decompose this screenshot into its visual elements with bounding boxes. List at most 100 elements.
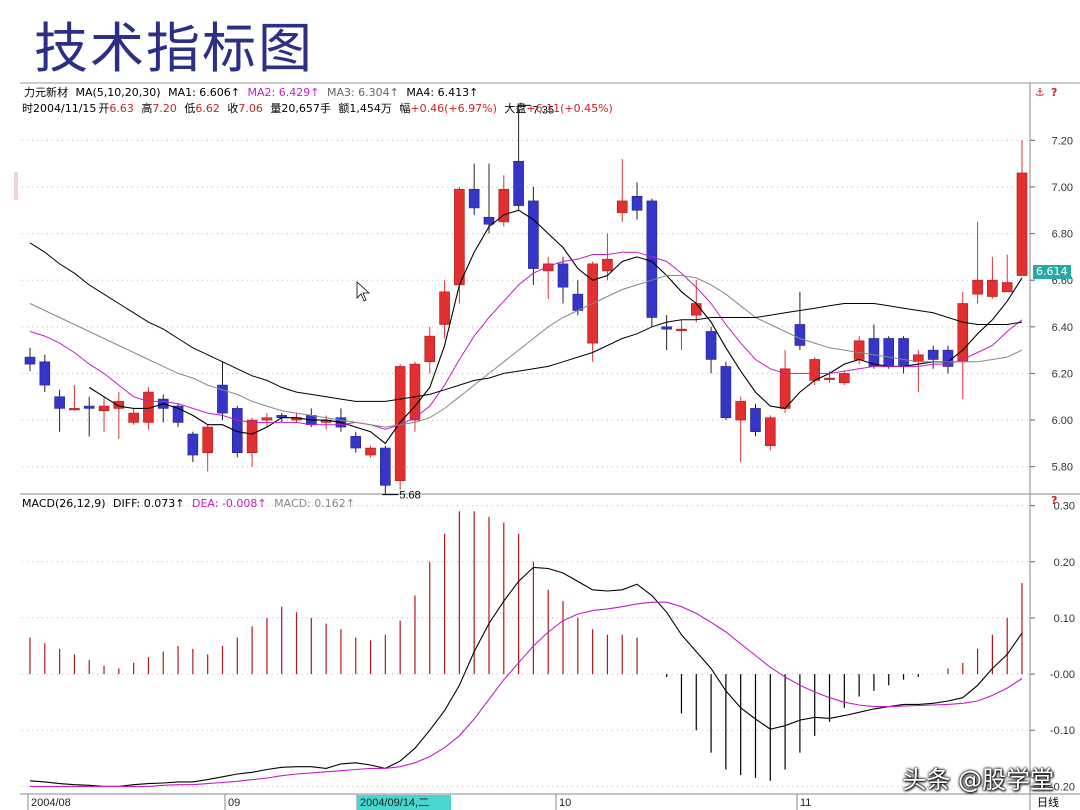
candle-body: [690, 303, 702, 316]
quote-info-line: 时2004/11/15 开6.63 高7.20 低6.62 收7.06 量20,6…: [22, 102, 617, 115]
candle-body: [54, 396, 65, 409]
candle-body: [616, 200, 628, 213]
candle-body: [231, 408, 243, 454]
index-label: 大盘: [504, 102, 527, 115]
candle-body: [202, 426, 213, 453]
candle-body: [676, 328, 687, 331]
date-label: 2004/09/14,二: [360, 797, 429, 809]
ma-line-ma1: [88, 209, 1023, 445]
y-tick-labels: 7.207.006.806.606.406.206.005.800.300.20…: [1030, 135, 1075, 793]
candlesticks[interactable]: [24, 105, 1028, 495]
candle-body: [380, 447, 391, 486]
candle-body: [528, 200, 539, 269]
low-annotation: 5.68: [399, 490, 420, 502]
index-change: +6.11(+0.45%): [526, 102, 613, 115]
gridlines: [22, 139, 1030, 787]
ma-line-ma2: [29, 251, 1023, 430]
candle-body: [98, 405, 110, 412]
price-tick-label: 6.20: [1052, 368, 1073, 380]
open-value: 6.63: [109, 102, 134, 115]
candle-body: [468, 188, 480, 209]
high-value: 7.20: [152, 102, 177, 115]
candle-body: [646, 200, 658, 318]
high-annotation: 7.35: [533, 104, 554, 116]
help-icon[interactable]: ?: [1051, 86, 1058, 99]
candle-body: [483, 216, 495, 225]
open-label: 开: [98, 102, 110, 115]
candle-body: [764, 417, 776, 447]
candle-body: [542, 263, 554, 272]
candle-body: [868, 338, 880, 367]
price-tick-label: 5.80: [1052, 462, 1073, 474]
candle-body: [705, 331, 717, 360]
candle-body: [913, 354, 924, 363]
candle-body: [261, 417, 273, 421]
candle-body: [424, 335, 436, 363]
dea-line: [30, 601, 1023, 787]
candle-body: [39, 361, 51, 386]
candle-body: [409, 363, 421, 421]
candle-body: [987, 279, 998, 297]
watermark: 头条 @股学堂: [902, 766, 1054, 794]
macd-help-icon[interactable]: ?: [1051, 494, 1058, 507]
low-value: 6.62: [195, 102, 220, 115]
ma1-value: MA1: 6.606↑: [168, 86, 241, 99]
last-price-badge: 6.614: [1033, 265, 1071, 279]
ma-lines: [29, 209, 1023, 445]
anchor-icon[interactable]: ⚓: [1035, 86, 1045, 99]
candle-body: [853, 340, 865, 360]
page-title: 技术指标图: [34, 17, 314, 80]
macd-name: MACD(26,12,9): [22, 497, 106, 510]
candle-body: [365, 447, 376, 456]
date-label: 09: [228, 797, 240, 809]
candle-body: [24, 356, 36, 365]
candle-body: [350, 436, 362, 449]
period-label[interactable]: 日线: [1037, 796, 1059, 809]
candle-body: [809, 359, 821, 381]
price-tick-label: 6.00: [1052, 415, 1073, 427]
macd-tick-label: -0.10: [1050, 725, 1075, 737]
date-axis: 2004/08 09 2004/09/14,二 10 11: [27, 794, 811, 810]
candle-body: [498, 188, 510, 223]
change-value: +0.46(+6.97%): [410, 102, 497, 115]
ma-info-line: 力元新材 MA(5,10,20,30) MA1: 6.606↑ MA2: 6.4…: [24, 86, 482, 99]
candle-body: [972, 279, 983, 295]
diff-value: DIFF: 0.073↑: [113, 497, 185, 510]
candle-body: [1001, 282, 1013, 293]
candle-body: [557, 263, 569, 288]
price-tick-label: 6.80: [1052, 229, 1073, 241]
macd-tick-label: 0.10: [1054, 613, 1075, 625]
date-label: 11: [800, 797, 811, 809]
candle-body: [927, 349, 939, 360]
left-marker: [14, 172, 18, 200]
candle-body: [513, 160, 524, 206]
candle-body: [172, 405, 184, 423]
candle-body: [735, 401, 746, 421]
mouse-cursor-icon: [356, 281, 371, 302]
candle-body: [824, 377, 835, 380]
candle-body: [128, 412, 139, 423]
ma-line-ma3: [29, 275, 1023, 428]
ma2-value: MA2: 6.429↑: [247, 86, 320, 99]
ma3-value: MA3: 6.304↑: [326, 86, 399, 99]
amount-value: 额1,454万: [338, 102, 392, 115]
macd-tick-label: 0.20: [1054, 557, 1075, 569]
date-label: 10: [559, 797, 571, 809]
candle-body: [246, 419, 258, 454]
macd-tick-label: -0.00: [1050, 669, 1075, 681]
annotations: 7.35 5.68: [356, 104, 554, 502]
chart-frames: [14, 82, 1080, 810]
quote-date: 时2004/11/15: [22, 102, 97, 115]
candle-body: [83, 405, 95, 409]
candle-body: [113, 401, 125, 409]
macd-tick-label: 0.30: [1054, 501, 1075, 513]
candle-body: [69, 408, 80, 411]
date-label: 2004/08: [31, 797, 71, 809]
macd-info-line: MACD(26,12,9) DIFF: 0.073↑ DEA: -0.008↑ …: [22, 497, 359, 510]
ma-line-ma4: [29, 242, 1023, 402]
close-value: 7.06: [238, 102, 263, 115]
macd-bars: [29, 511, 1023, 781]
candle-body: [779, 368, 791, 409]
candle-body: [794, 324, 806, 346]
